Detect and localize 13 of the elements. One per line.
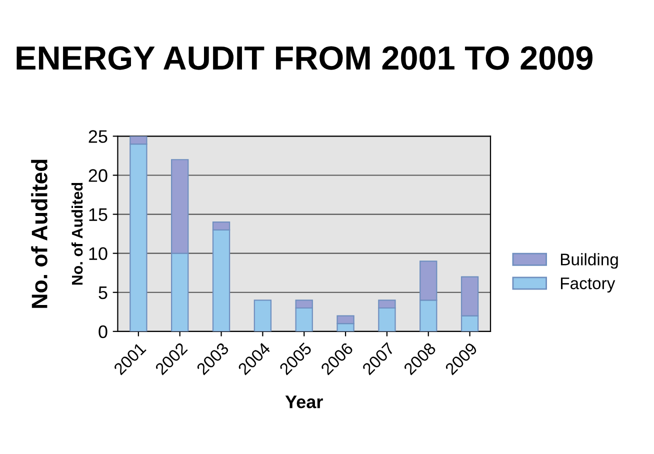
y-tick-label: 10 <box>89 247 108 260</box>
y-tick-label: 15 <box>89 208 108 222</box>
y-tick-label: 25 <box>88 130 108 143</box>
chart-title: ENERGY AUDIT FROM 2001 TO 2009 <box>16 46 592 70</box>
bar <box>254 300 272 332</box>
legend-label: Building <box>560 253 618 269</box>
y-axis-title: No. of Audited <box>31 160 48 308</box>
text: No. of Audited <box>71 182 83 285</box>
legend-label: Factory <box>560 278 616 293</box>
y-tick-label: 5 <box>98 286 108 300</box>
y-tick-label: 20 <box>88 169 108 182</box>
y-tick-label: 0 <box>98 325 108 338</box>
x-axis-title: Year <box>285 396 323 408</box>
